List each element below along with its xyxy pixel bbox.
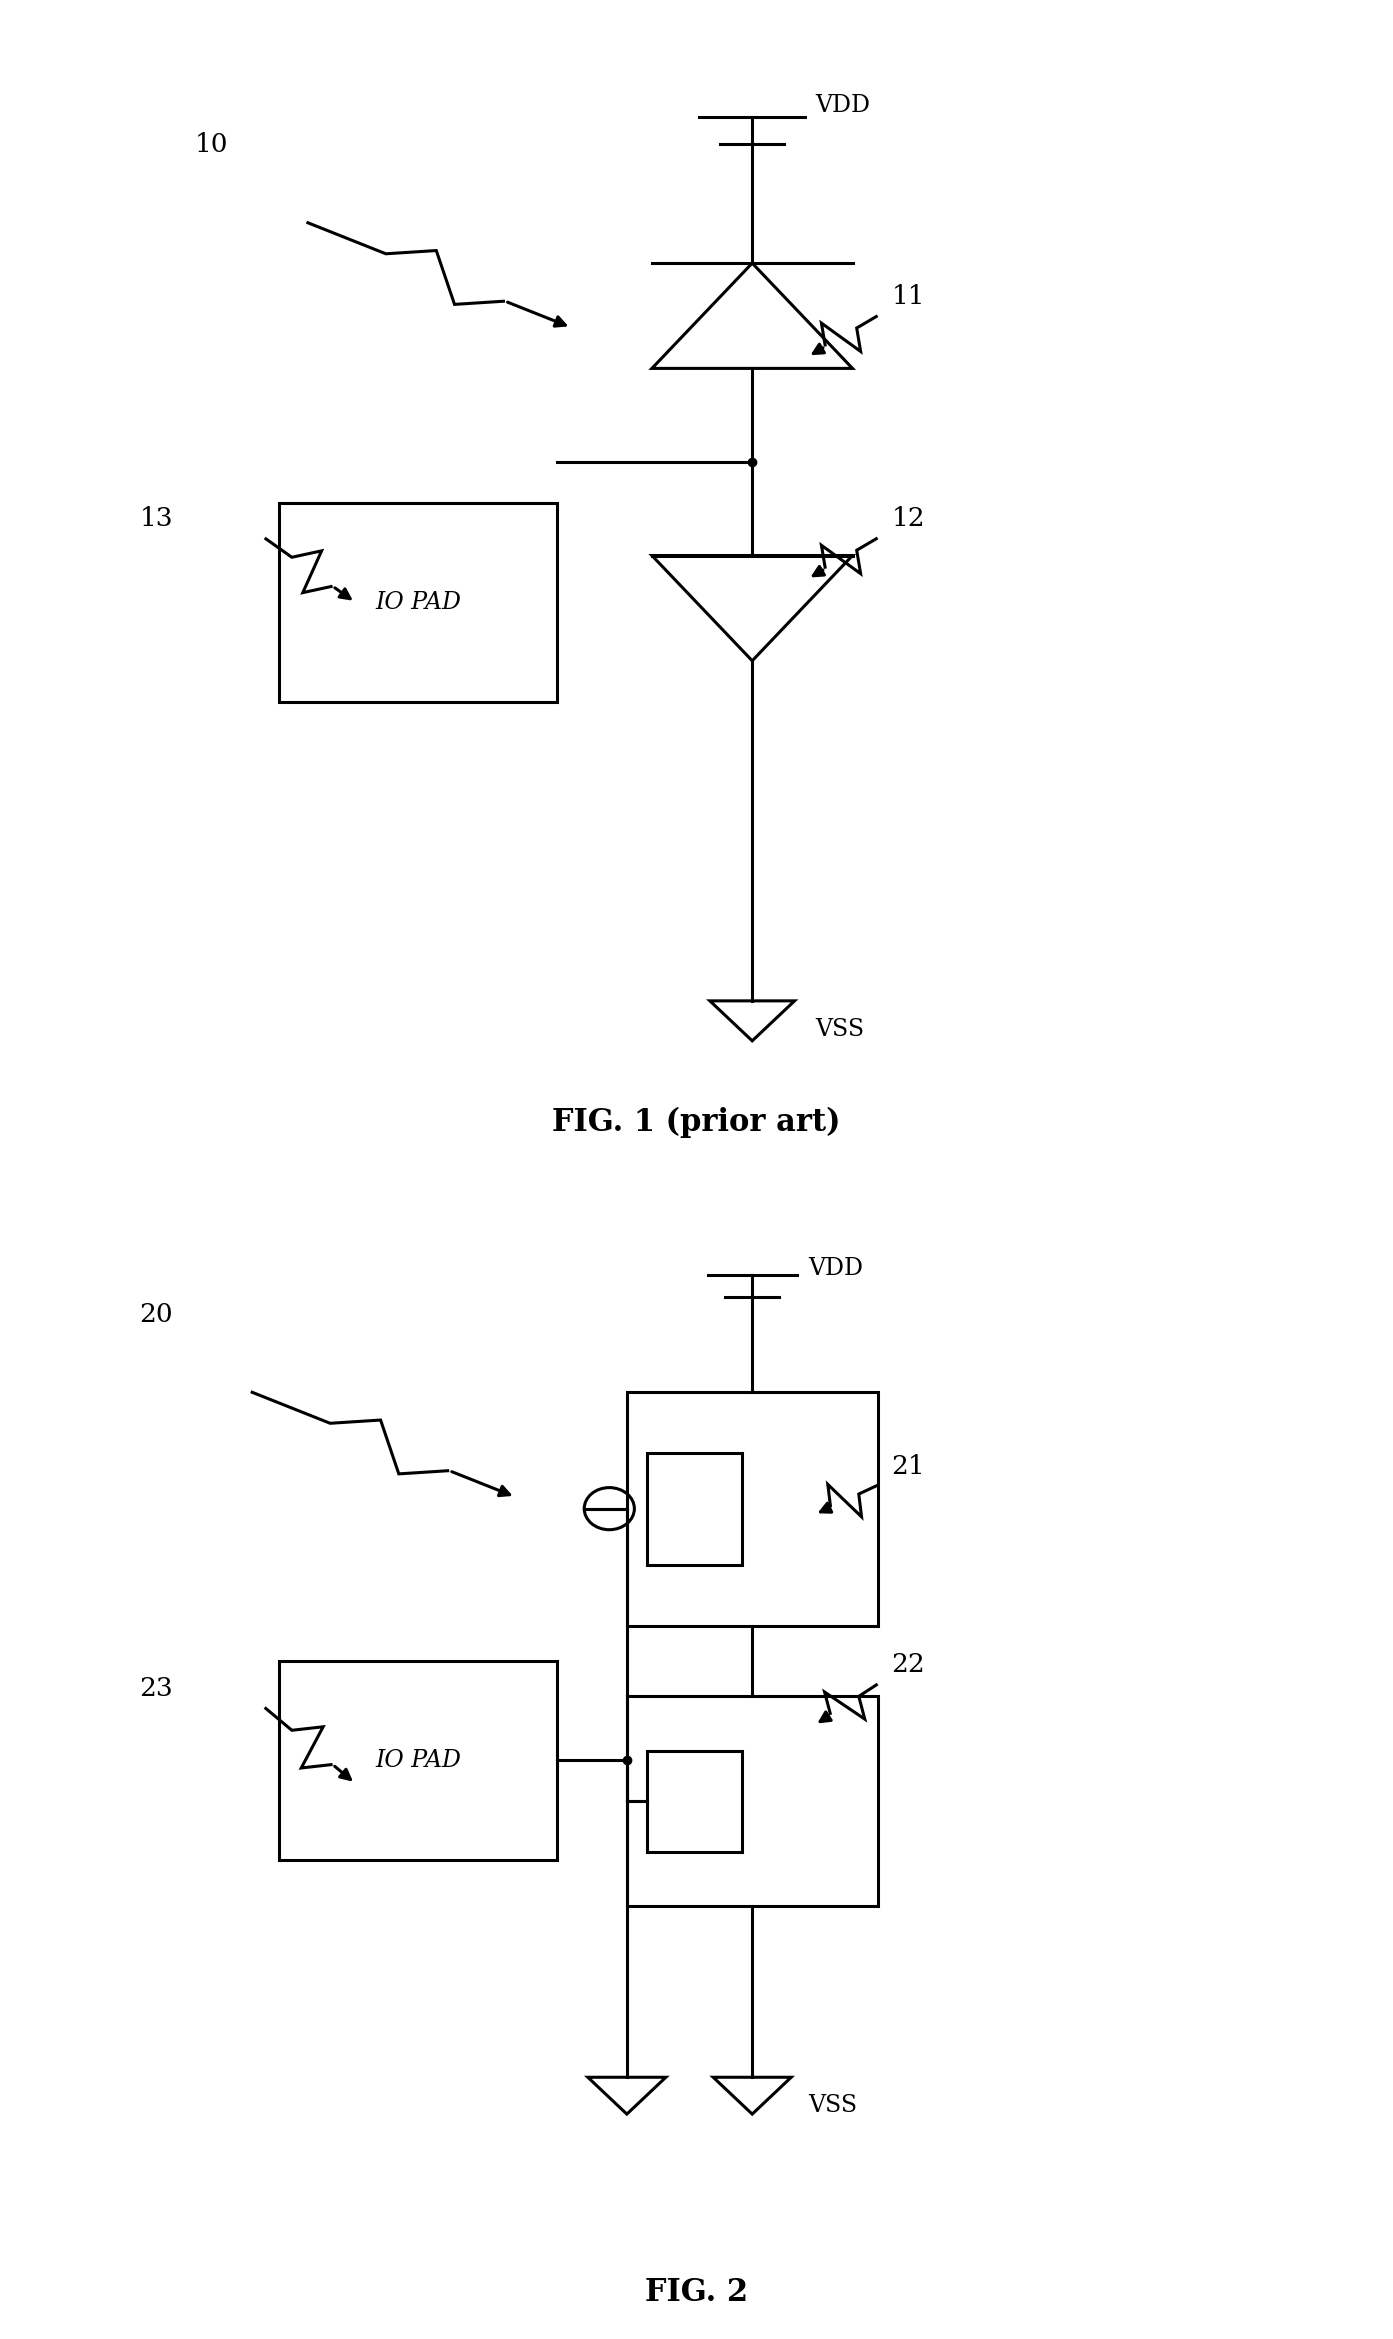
Text: VSS: VSS bbox=[808, 2093, 857, 2117]
Text: FIG. 2: FIG. 2 bbox=[645, 2276, 748, 2309]
Text: 21: 21 bbox=[892, 1453, 925, 1478]
Bar bbox=[627, 1392, 878, 1626]
Text: FIG. 1 (prior art): FIG. 1 (prior art) bbox=[552, 1106, 841, 1139]
Text: 22: 22 bbox=[892, 1651, 925, 1677]
Bar bbox=[279, 1661, 557, 1860]
Text: 20: 20 bbox=[139, 1300, 173, 1326]
Text: IO PAD: IO PAD bbox=[375, 1750, 461, 1771]
Bar bbox=[646, 1750, 742, 1852]
Text: 13: 13 bbox=[139, 505, 173, 531]
Text: 11: 11 bbox=[892, 283, 925, 309]
Text: VSS: VSS bbox=[815, 1017, 864, 1041]
Bar bbox=[627, 1696, 878, 1906]
Text: 12: 12 bbox=[892, 505, 925, 531]
Text: 23: 23 bbox=[139, 1675, 173, 1700]
Text: 10: 10 bbox=[195, 131, 228, 157]
Text: VDD: VDD bbox=[808, 1258, 862, 1279]
Bar bbox=[646, 1453, 742, 1565]
Text: VDD: VDD bbox=[815, 94, 869, 117]
Bar bbox=[279, 503, 557, 702]
Text: IO PAD: IO PAD bbox=[375, 592, 461, 613]
